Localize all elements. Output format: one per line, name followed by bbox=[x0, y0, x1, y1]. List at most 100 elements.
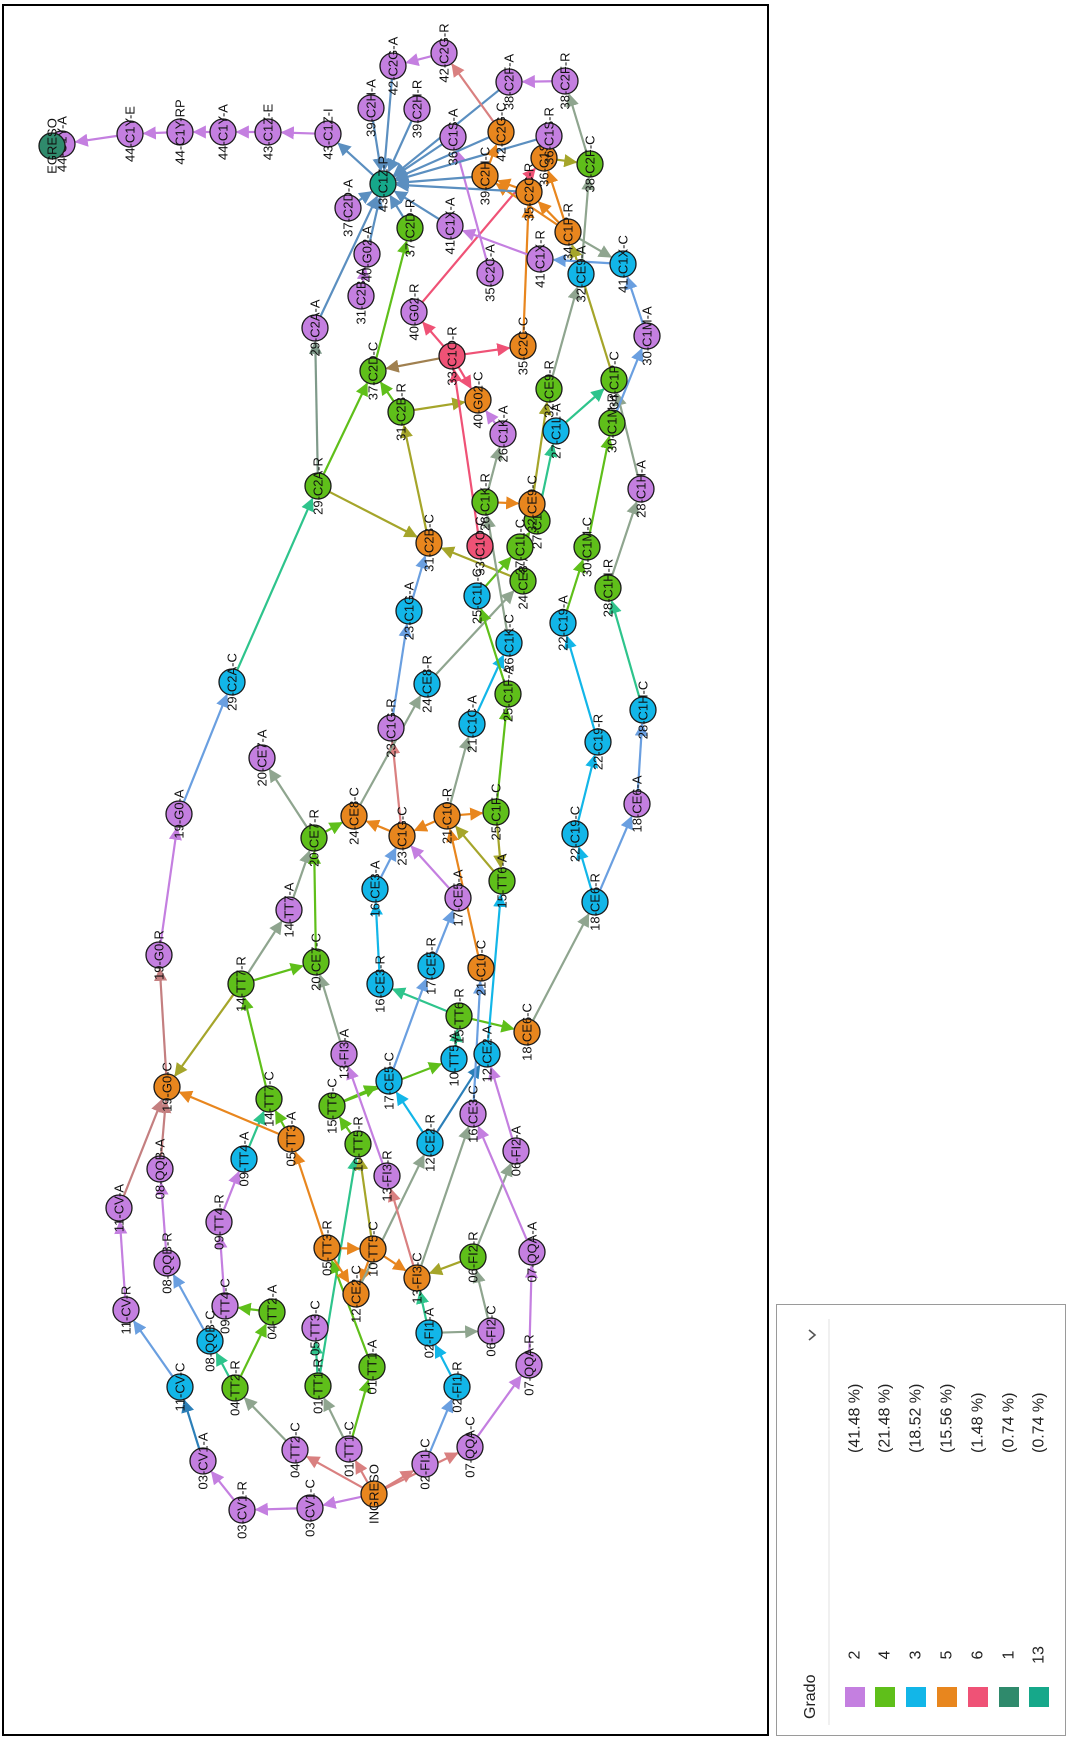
node-42-c2g-r[interactable]: 42-C2G-R bbox=[430, 23, 458, 83]
node-13-fi3-c[interactable]: 13-FI3-C bbox=[403, 1252, 431, 1304]
legend-chevron-button[interactable] bbox=[808, 1329, 817, 1341]
node-43-c1z-p[interactable]: 43-C1Z-P bbox=[369, 156, 397, 212]
node-17-ce5-c[interactable]: 17-CE5-C bbox=[375, 1052, 403, 1110]
node-40-g02-a[interactable]: 40-G02-A bbox=[353, 225, 381, 282]
node-ingreso[interactable]: INGRESO bbox=[360, 1464, 388, 1524]
node-41-c1x-a[interactable]: 41-C1X-A bbox=[436, 197, 464, 255]
node-27-c1l-a[interactable]: 27-C1L-A bbox=[542, 403, 570, 459]
node-04-tt2-c[interactable]: 04-TT2-C bbox=[281, 1422, 309, 1478]
node-32-ce9-c[interactable]: 32-CE9-C bbox=[518, 475, 546, 533]
node-29-c2a-r[interactable]: 29-C2A-R bbox=[304, 457, 332, 515]
node-40-g02-r[interactable]: 40-G02-R bbox=[400, 283, 428, 341]
node-19-g0-r[interactable]: 19-G0-R bbox=[145, 930, 173, 980]
node-28-c1h-r[interactable]: 28-C1H-R bbox=[594, 559, 622, 618]
node-05-tt3-a[interactable]: 05-TT3-A bbox=[277, 1111, 305, 1166]
node-42-c2g-a[interactable]: 42-C2G-A bbox=[379, 36, 407, 95]
node-30-c1m-c[interactable]: 30-C1M-C bbox=[573, 517, 601, 577]
node-18-ce6-r[interactable]: 18-CE6-R bbox=[581, 873, 609, 931]
node-02-fi1-c[interactable]: 02-FI1-C bbox=[411, 1438, 439, 1490]
node-30-c1m-a[interactable]: 30-C1M-A bbox=[633, 306, 661, 366]
node-13-fi3-r[interactable]: 13-FI3-R bbox=[373, 1150, 401, 1202]
node-21-c1c-a[interactable]: 21-C1C-A bbox=[458, 695, 486, 753]
node-22-c19-a[interactable]: 22-C19-A bbox=[549, 595, 577, 651]
node-37-c2d-a[interactable]: 37-C2D-A bbox=[334, 179, 362, 237]
node-05-tt3-r[interactable]: 05-TT3-R bbox=[313, 1220, 341, 1276]
node-07-qqa-a[interactable]: 07-QQA-A bbox=[518, 1221, 546, 1282]
node-21-c10-c[interactable]: 21-C10-C bbox=[467, 940, 495, 996]
node-07-qqa-c[interactable]: 07-QQA-C bbox=[456, 1416, 484, 1478]
node-18-ce6-a[interactable]: 18-CE6-A bbox=[623, 775, 651, 833]
node-37-c2d-c[interactable]: 37-C2D-C bbox=[359, 342, 387, 401]
node-28-c1h-c[interactable]: 28-C1H-C bbox=[629, 681, 657, 740]
node-19-g0-a[interactable]: 19-G0-A bbox=[165, 789, 193, 839]
node-07-qqa-r[interactable]: 07-QQA-R bbox=[515, 1334, 543, 1396]
node-08-qqb-r[interactable]: 08-QQB-R bbox=[153, 1232, 181, 1294]
node-11-cv-r[interactable]: 11-CV-R bbox=[112, 1286, 140, 1335]
node-23-c1g-r[interactable]: 23-C1G-R bbox=[377, 698, 405, 758]
node-24-ce8-a[interactable]: 24-CE8-A bbox=[509, 552, 537, 610]
node-05-tt3-c[interactable]: 05-TT3-C bbox=[301, 1300, 329, 1356]
node-14-tt7-a[interactable]: 14-TT7-A bbox=[275, 882, 303, 937]
node-23-c1g-a[interactable]: 23-C1G-A bbox=[395, 581, 423, 640]
node-38-c2f-r[interactable]: 38-C2F-R bbox=[551, 52, 579, 110]
node-02-fi1-a[interactable]: 02-FI1-A bbox=[415, 1307, 443, 1358]
node-09-tt4-r[interactable]: 09-TT4-R bbox=[205, 1194, 233, 1250]
node-12-ce2-c[interactable]: 12-CE2-C bbox=[342, 1265, 370, 1323]
node-10-tt5-c[interactable]: 10-TT5-C bbox=[359, 1221, 387, 1277]
node-10-tt5-r[interactable]: 10-TT5-R bbox=[344, 1116, 372, 1172]
node-01-tt1-c[interactable]: 01-TT1-C bbox=[335, 1421, 363, 1477]
node-34-c1p-r[interactable]: 34-C1P-R bbox=[554, 203, 582, 261]
node-33-c1o-r[interactable]: 33-C1O-R bbox=[438, 326, 466, 386]
node-18-ce6-c[interactable]: 18-CE6-C bbox=[513, 1003, 541, 1061]
node-08-qqb-c[interactable]: 08-QQB-C bbox=[196, 1310, 224, 1372]
node-21-c10-r[interactable]: 21-C10-R bbox=[433, 788, 461, 844]
node-10-tt5-a[interactable]: 10-TT5-A bbox=[440, 1031, 468, 1086]
node-08-qqb-a[interactable]: 08-QQB-A bbox=[146, 1138, 174, 1199]
node-15-tt6-a[interactable]: 15-TT6-A bbox=[488, 853, 516, 908]
node-31-c2b-c[interactable]: 31-C2B-C bbox=[415, 514, 443, 572]
node-37-c2d-r[interactable]: 37-C2D-R bbox=[396, 199, 424, 258]
node-04-tt2-r[interactable]: 04-TT2-R bbox=[221, 1360, 249, 1416]
node-16-ce3-c[interactable]: 16-CE3-C bbox=[459, 1085, 487, 1143]
node-38-c2f-c[interactable]: 38-C2F-C bbox=[576, 135, 604, 193]
node-29-c2a-c[interactable]: 29-C2A-C bbox=[218, 653, 246, 711]
node-22-c19-r[interactable]: 22-C19-R bbox=[584, 714, 612, 770]
node-35-c2c-c[interactable]: 35-C2C-C bbox=[509, 317, 537, 376]
node-02-fi1-r[interactable]: 02-FI1-R bbox=[443, 1361, 471, 1413]
node-35-c2c-a[interactable]: 35-C2C-A bbox=[476, 244, 504, 302]
node-25-c1f-c[interactable]: 25-C1F-C bbox=[482, 783, 510, 841]
node-06-fi2-a[interactable]: 06-FI2-A bbox=[502, 1125, 530, 1176]
node-43-c1z-e[interactable]: 43-C1Z-E bbox=[254, 104, 282, 161]
node-31-c2b-a[interactable]: 31-C2B-A bbox=[347, 267, 375, 325]
node-43-c1z-i[interactable]: 43-C1Z-I bbox=[314, 108, 342, 160]
node-35-c2c-r[interactable]: 35-C2C-R bbox=[515, 163, 543, 222]
node-24-ce8-r[interactable]: 24-CE8-R bbox=[413, 655, 441, 713]
node-09-tt4-c[interactable]: 09-TT4-C bbox=[211, 1278, 239, 1334]
node-04-tt2-a[interactable]: 04-TT2-A bbox=[258, 1284, 286, 1339]
node-17-ce5-r[interactable]: 17-CE5-R bbox=[417, 937, 445, 995]
node-egreso[interactable]: EGRESO bbox=[38, 118, 66, 174]
node-03-cv1-a[interactable]: 03-CV1-A bbox=[189, 1432, 217, 1490]
node-03-cv1-c[interactable]: 03-CV1-C bbox=[296, 1479, 324, 1537]
node-17-ce5-a[interactable]: 17-CE5-A bbox=[444, 869, 472, 927]
node-20-ce7-c[interactable]: 20-CE7-C bbox=[302, 933, 330, 991]
node-33-c1o-c[interactable]: 33-C1O-C bbox=[466, 516, 494, 576]
node-14-tt7-r[interactable]: 14-TT7-R bbox=[227, 956, 255, 1012]
node-31-c2b-r[interactable]: 31-C2B-R bbox=[387, 383, 415, 441]
node-16-ce3-r[interactable]: 16-CE3-R bbox=[366, 955, 394, 1013]
node-44-c1y-a2[interactable]: 44-C1Y-A bbox=[209, 104, 237, 160]
node-14-tt7-c[interactable]: 14-TT7-C bbox=[255, 1071, 283, 1127]
node-06-fi2-r[interactable]: 06-FI2-R bbox=[459, 1231, 487, 1283]
node-12-ce2-a[interactable]: 12-CE2-A bbox=[473, 1025, 501, 1083]
node-32-ce9-a[interactable]: 32-CE9-A bbox=[567, 245, 595, 303]
node-16-ce3-a[interactable]: 16-CE3-A bbox=[361, 860, 389, 918]
node-20-ce7-r[interactable]: 20-CE7-R bbox=[300, 809, 328, 867]
node-13-fi3-a[interactable]: 13-FI3-A bbox=[330, 1028, 358, 1079]
node-39-c2h-r[interactable]: 39-C2H-R bbox=[403, 80, 431, 139]
node-09-tt4-a[interactable]: 09-TT4-A bbox=[230, 1131, 258, 1186]
node-40-g02-c[interactable]: 40-G02-C bbox=[464, 371, 492, 429]
node-20-ce7-a[interactable]: 20-CE7-A bbox=[248, 729, 276, 787]
node-25-c1l-c[interactable]: 25-C1L-C bbox=[463, 568, 491, 624]
node-32-ce9-r[interactable]: 32-CE9-R bbox=[535, 360, 563, 418]
node-11-cv-a[interactable]: 11-CV-A bbox=[105, 1184, 133, 1232]
